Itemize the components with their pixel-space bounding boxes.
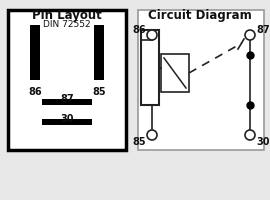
Text: Circuit Diagram: Circuit Diagram	[148, 9, 252, 22]
Text: 30: 30	[256, 136, 269, 146]
Bar	[138, 11, 264, 150]
Circle shape	[245, 130, 255, 140]
Bar	[30, 26, 40, 81]
Bar	[8, 11, 126, 150]
Circle shape	[245, 31, 255, 41]
Text: 85: 85	[92, 87, 106, 97]
Bar	[161, 55, 189, 93]
Bar	[94, 26, 104, 81]
Text: 85: 85	[132, 136, 146, 146]
Circle shape	[147, 130, 157, 140]
Text: 87: 87	[60, 94, 74, 103]
Bar	[141, 31, 159, 105]
Text: 86: 86	[132, 25, 146, 35]
Bar	[42, 119, 92, 125]
Circle shape	[147, 31, 157, 41]
Text: Pin Layout: Pin Layout	[32, 9, 102, 22]
Text: 30: 30	[60, 113, 74, 123]
Text: 86: 86	[28, 87, 42, 97]
Text: 87: 87	[256, 25, 270, 35]
Bar	[42, 100, 92, 105]
Text: DIN 72552: DIN 72552	[43, 20, 91, 29]
